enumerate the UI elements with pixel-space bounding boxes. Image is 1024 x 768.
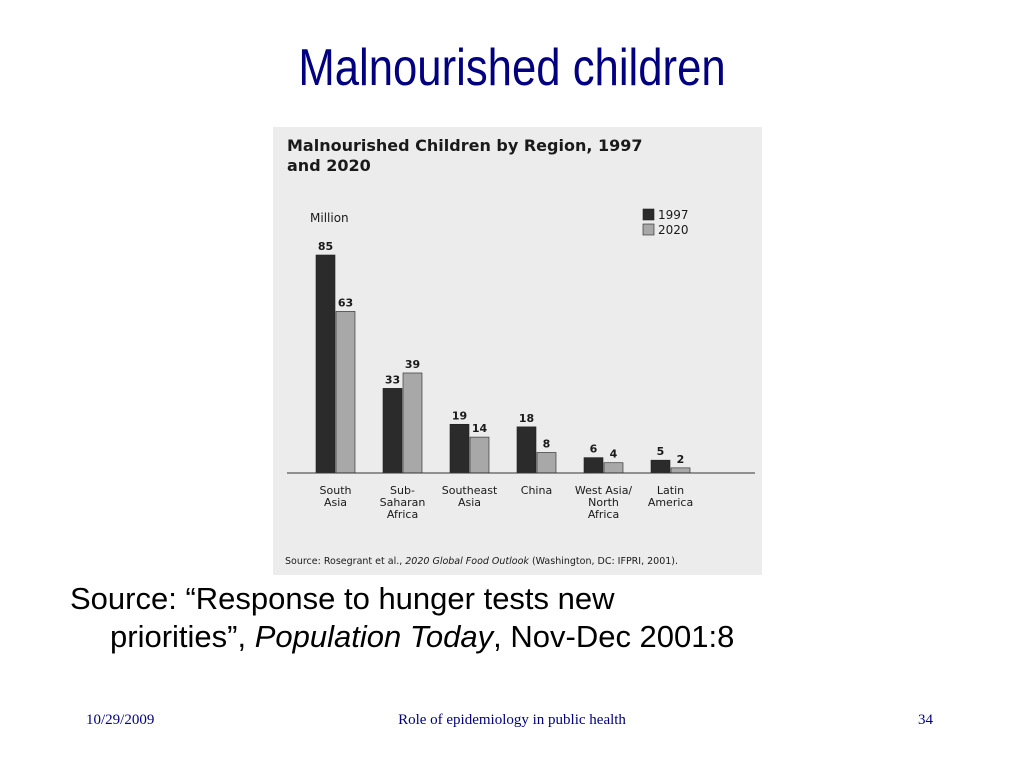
bar-value-label: 39 <box>405 358 420 371</box>
chart-title-line2: and 2020 <box>287 156 371 175</box>
bar-value-label: 5 <box>657 445 665 458</box>
bar-1997-0 <box>315 254 336 474</box>
footer-page-number: 34 <box>918 712 933 728</box>
bar-value-label: 14 <box>472 422 488 435</box>
category-label: West Asia/North Africa <box>575 484 633 521</box>
bar-value-label: 63 <box>338 296 353 309</box>
bar-2020-4 <box>603 462 624 474</box>
category-label: Southeast Asia <box>442 484 498 509</box>
footer-date: 10/29/2009 <box>86 712 155 728</box>
source-line-1: Source: “Response to hunger tests new <box>70 581 615 616</box>
source-text: priorities”, <box>110 619 255 654</box>
chart-title-line1: Malnourished Children by Region, 1997 <box>287 136 643 155</box>
bar-value-label: 2 <box>677 453 685 466</box>
category-label: Latin America <box>648 484 693 509</box>
slide-title: Malnourished children <box>298 39 726 97</box>
bar-chart: Malnourished Children by Region, 1997 an… <box>285 136 755 567</box>
bar-1997-3 <box>516 426 537 474</box>
bar-1997-1 <box>382 388 403 474</box>
bar-value-label: 85 <box>318 240 333 253</box>
category-label: Sub-Saharan Africa <box>380 484 426 521</box>
chart-figure: Malnourished Children by Region, 1997 an… <box>273 127 762 575</box>
bar-2020-0 <box>335 311 356 474</box>
category-labels: South Asia Sub-Saharan Africa Southeast Asia C… <box>320 484 694 521</box>
category-label: South Asia <box>320 484 352 509</box>
footer-title: Role of epidemiology in public health <box>398 712 626 728</box>
bar-1997-2 <box>449 423 470 474</box>
source-date: , Nov-Dec 2001:8 <box>493 619 735 654</box>
legend-swatch-1997 <box>642 208 655 221</box>
bar-value-label: 18 <box>519 412 534 425</box>
legend-swatch-2020 <box>642 223 655 236</box>
bar-2020-3 <box>536 452 557 474</box>
legend-label-1997: 1997 <box>658 208 689 222</box>
source-line-2: priorities”, Population Today, Nov-Dec 2… <box>70 618 970 656</box>
bar-value-label: 19 <box>452 409 467 422</box>
bar-2020-2 <box>469 436 490 474</box>
y-axis-unit-label: Million <box>310 211 349 225</box>
bar-value-label: 4 <box>610 448 618 461</box>
bars-group: 85 63 33 39 19 14 18 8 6 4 52 <box>315 240 691 474</box>
bar-1997-5 <box>650 459 671 474</box>
bar-1997-4 <box>583 457 604 474</box>
source-journal: Population Today <box>254 619 494 654</box>
legend-label-2020: 2020 <box>658 223 689 237</box>
bar-value-label: 6 <box>590 443 598 456</box>
chart-source-note: Source: Rosegrant et al., 2020 Global Fo… <box>285 556 678 567</box>
bar-2020-1 <box>402 372 423 474</box>
bar-value-label: 8 <box>543 437 551 450</box>
bar-value-label: 33 <box>385 373 400 386</box>
category-label: China <box>521 484 552 497</box>
slide-source-citation: Source: “Response to hunger tests new pr… <box>70 580 970 656</box>
bar-2020-5 <box>670 467 691 474</box>
